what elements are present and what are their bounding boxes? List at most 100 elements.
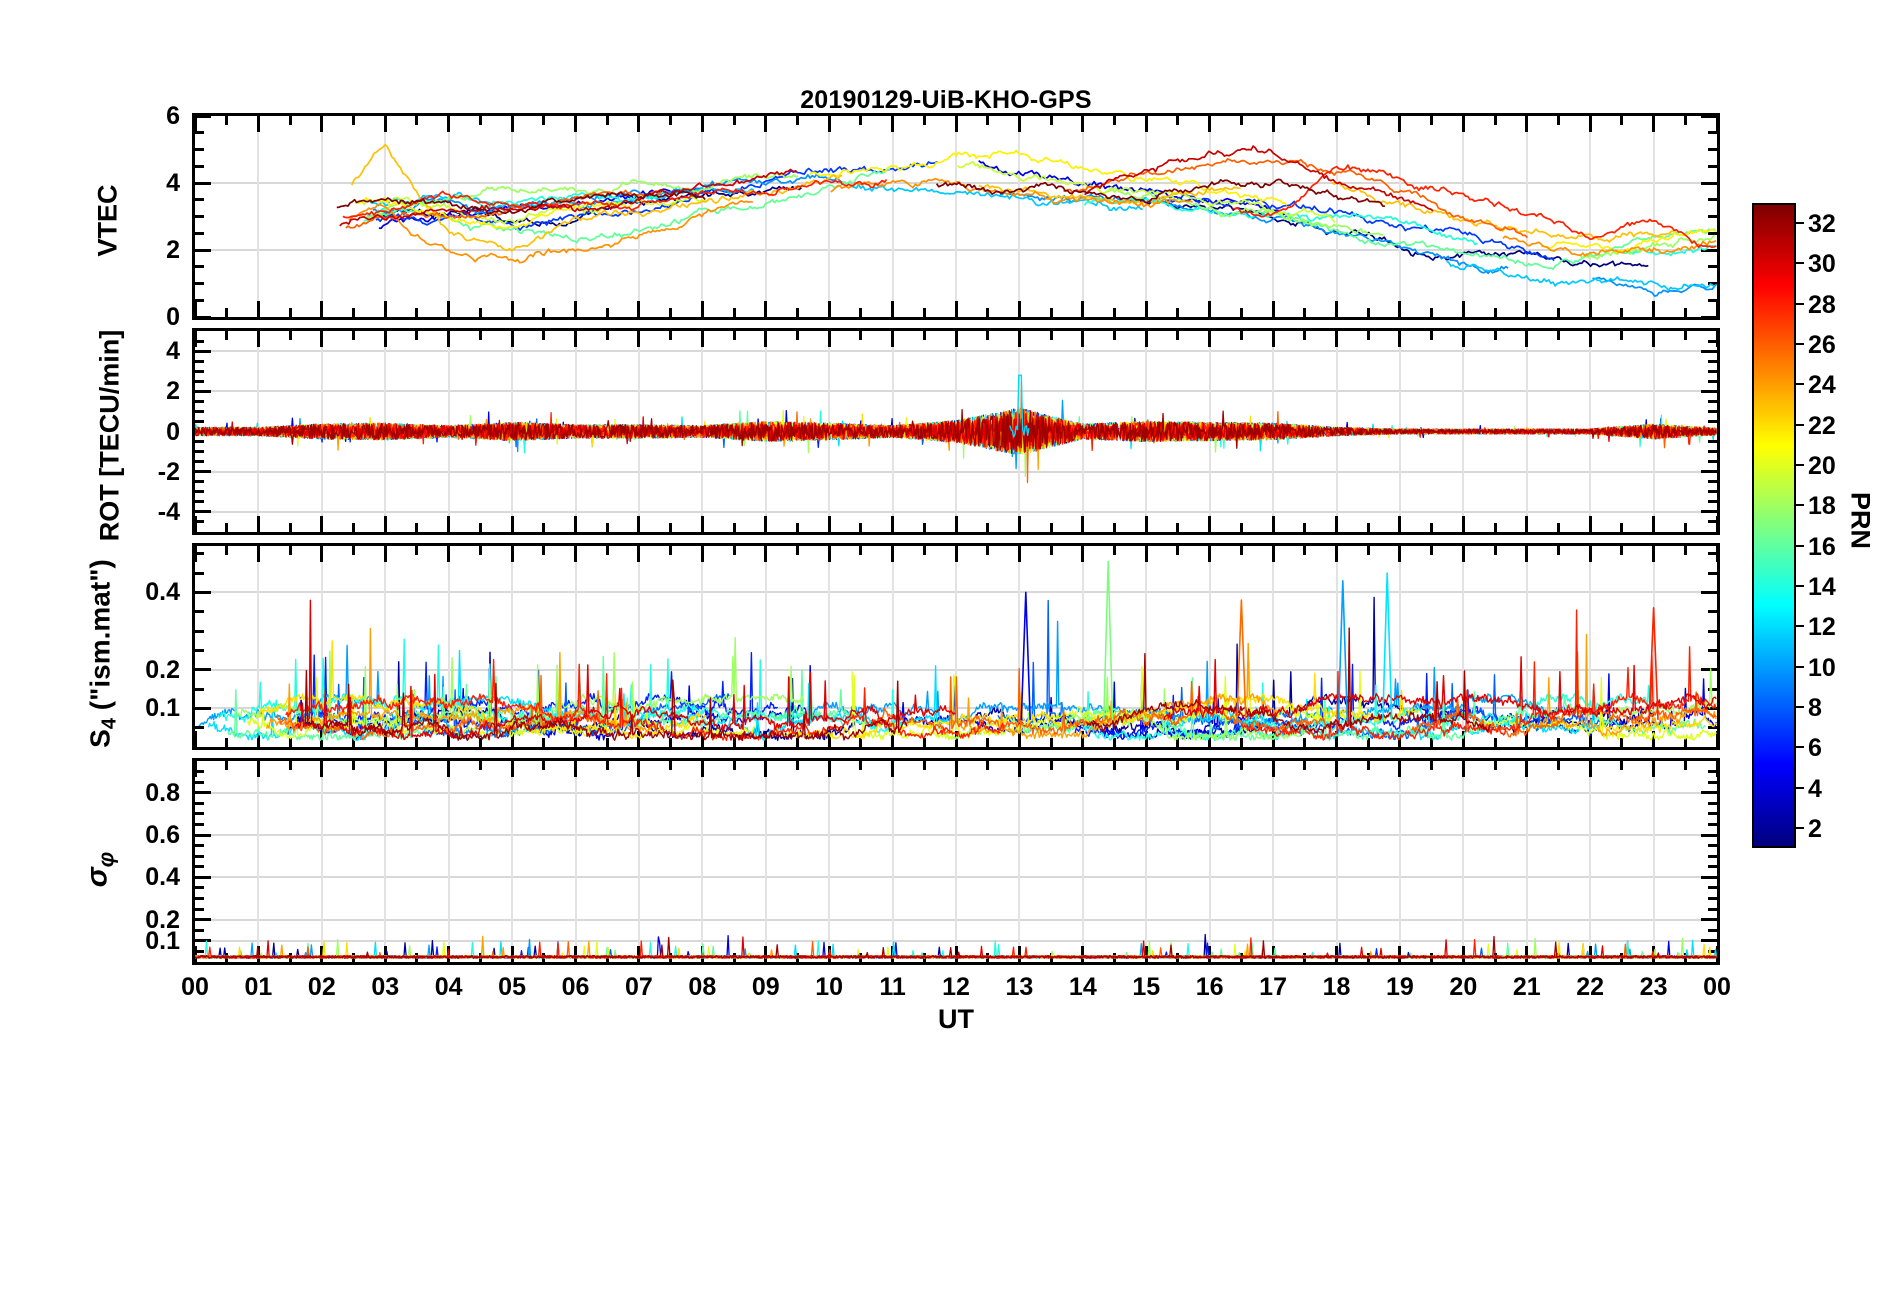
x-tick-label: 01	[228, 975, 288, 1000]
panel-s4	[192, 543, 1720, 750]
x-tick-label: 22	[1560, 975, 1620, 1000]
colorbar-tick-mark	[1796, 303, 1804, 305]
data-series-line	[1447, 261, 1716, 290]
x-tick-label: 23	[1624, 975, 1684, 1000]
x-tick-label: 07	[609, 975, 669, 1000]
s4-label-sub: 4	[99, 718, 121, 729]
sigma-symbol: σ	[81, 867, 114, 887]
y-tick-label: 0.2	[120, 908, 180, 933]
colorbar-tick-mark	[1796, 787, 1804, 789]
data-series-line	[364, 169, 890, 243]
s4-label-tail: ("ism.mat")	[85, 559, 116, 718]
x-tick-label: 14	[1053, 975, 1113, 1000]
axis-label-sigma-phi: σφ	[81, 810, 120, 930]
data-series-line	[195, 409, 1716, 453]
figure-title: 20190129-UiB-KHO-GPS	[0, 86, 1902, 115]
x-tick-label: 10	[799, 975, 859, 1000]
y-tick-label: 0.2	[120, 658, 180, 683]
colorbar-tick-label: 18	[1808, 492, 1836, 521]
x-tick-label: 06	[546, 975, 606, 1000]
y-tick-label: 0.1	[120, 696, 180, 721]
x-tick-label: 00	[165, 975, 225, 1000]
data-series-line	[951, 644, 1281, 739]
x-tick-label: 11	[863, 975, 923, 1000]
colorbar-tick-mark	[1796, 666, 1804, 668]
y-tick-label: 2	[120, 238, 180, 263]
x-tick-label: 13	[989, 975, 1049, 1000]
x-tick-label: 21	[1497, 975, 1557, 1000]
y-tick-label: -4	[120, 500, 180, 525]
colorbar-tick-mark	[1796, 424, 1804, 426]
colorbar-prn	[1752, 203, 1796, 848]
y-tick-label: 6	[120, 104, 180, 129]
y-tick-label: 0.4	[120, 865, 180, 890]
x-tick-label: 03	[355, 975, 415, 1000]
colorbar-tick-mark	[1796, 262, 1804, 264]
data-series-line	[1254, 210, 1716, 269]
colorbar-tick-label: 20	[1808, 452, 1836, 481]
colorbar-tick-mark	[1796, 343, 1804, 345]
colorbar-tick-label: 4	[1808, 775, 1822, 804]
x-tick-label: 16	[1180, 975, 1240, 1000]
colorbar-tick-label: 28	[1808, 291, 1836, 320]
colorbar-tick-mark	[1796, 585, 1804, 587]
colorbar-tick-label: 2	[1808, 815, 1822, 844]
colorbar-tick-mark	[1796, 625, 1804, 627]
y-tick-label: 0	[120, 420, 180, 445]
x-tick-label: 15	[1116, 975, 1176, 1000]
colorbar-tick-label: 12	[1808, 613, 1836, 642]
panel-rot	[192, 328, 1720, 535]
colorbar-tick-label: 30	[1808, 250, 1836, 279]
colorbar-tick-mark	[1796, 383, 1804, 385]
colorbar-tick-label: 24	[1808, 371, 1836, 400]
panel-sigma-phi	[192, 758, 1720, 965]
colorbar-tick-mark	[1796, 706, 1804, 708]
y-tick-label: 0.4	[120, 580, 180, 605]
x-tick-label: 04	[419, 975, 479, 1000]
colorbar-tick-mark	[1796, 222, 1804, 224]
panel-vtec	[192, 113, 1720, 320]
x-tick-label: 19	[1370, 975, 1430, 1000]
s4-traces	[195, 546, 1717, 747]
sigma-phi-traces	[195, 761, 1717, 962]
colorbar-tick-mark	[1796, 827, 1804, 829]
colorbar-title: PRN	[1845, 461, 1876, 581]
s4-label-main: S	[85, 729, 116, 748]
axis-label-ut: UT	[876, 1004, 1036, 1035]
x-tick-label: 17	[1243, 975, 1303, 1000]
axis-label-s4: S4 ("ism.mat")	[85, 489, 122, 819]
y-tick-label: 0	[120, 305, 180, 330]
data-series-line	[1021, 592, 1030, 720]
colorbar-tick-label: 8	[1808, 694, 1822, 723]
vtec-traces	[195, 116, 1717, 317]
colorbar-tick-label: 16	[1808, 533, 1836, 562]
x-tick-label: 02	[292, 975, 352, 1000]
data-series-line	[1237, 600, 1246, 720]
colorbar-tick-label: 6	[1808, 734, 1822, 763]
x-tick-label: 20	[1433, 975, 1493, 1000]
colorbar-tick-label: 14	[1808, 573, 1836, 602]
colorbar-tick-label: 22	[1808, 412, 1836, 441]
y-tick-label: 4	[120, 339, 180, 364]
x-tick-label: 18	[1307, 975, 1367, 1000]
colorbar-tick-label: 26	[1808, 331, 1836, 360]
phi-subscript: φ	[94, 852, 119, 867]
colorbar-tick-mark	[1796, 545, 1804, 547]
x-tick-label: 12	[926, 975, 986, 1000]
x-tick-label: 05	[482, 975, 542, 1000]
colorbar-tick-mark	[1796, 464, 1804, 466]
figure-canvas: 20190129-UiB-KHO-GPS VTEC ROT [TECU/min]…	[0, 0, 1902, 1292]
colorbar-tick-label: 10	[1808, 654, 1836, 683]
y-tick-label: 0.6	[120, 823, 180, 848]
colorbar-tick-label: 32	[1808, 210, 1836, 239]
x-tick-label: 08	[672, 975, 732, 1000]
data-series-line	[831, 179, 1193, 207]
rot-traces	[195, 331, 1717, 532]
x-tick-label: 00	[1687, 975, 1747, 1000]
x-tick-label: 09	[736, 975, 796, 1000]
colorbar-tick-mark	[1796, 504, 1804, 506]
colorbar-gradient	[1754, 205, 1794, 846]
y-tick-label: 2	[120, 379, 180, 404]
y-tick-label: 0.8	[120, 781, 180, 806]
y-tick-label: 4	[120, 171, 180, 196]
